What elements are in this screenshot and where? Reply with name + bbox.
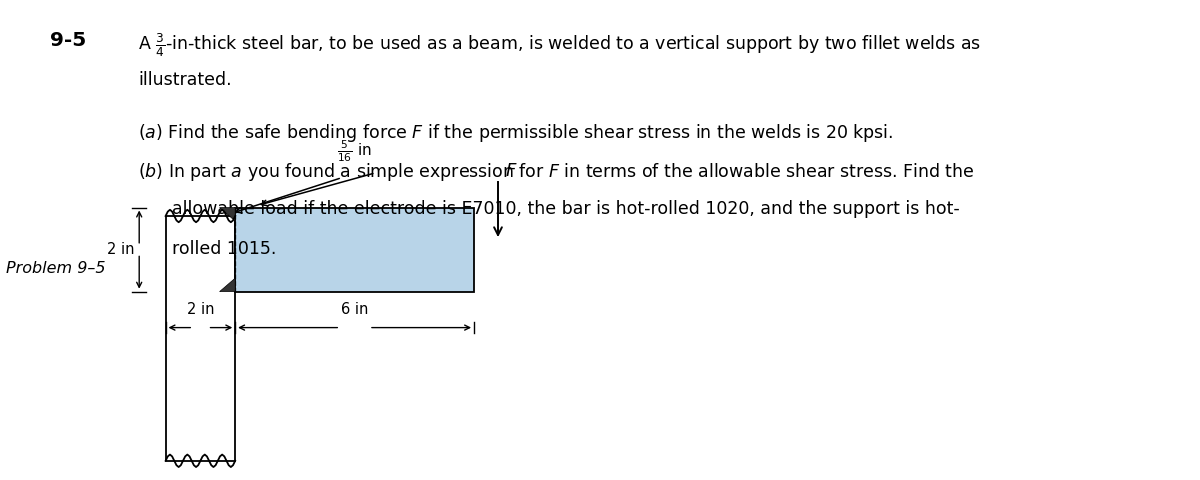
Polygon shape	[220, 208, 235, 221]
Text: 9-5: 9-5	[50, 31, 86, 50]
Text: 2 in: 2 in	[187, 302, 214, 317]
Text: illustrated.: illustrated.	[138, 71, 232, 88]
Bar	[166, 216, 235, 461]
Text: $\frac{5}{16}$ in: $\frac{5}{16}$ in	[336, 138, 372, 164]
Text: 2 in: 2 in	[107, 242, 134, 257]
Text: 6 in: 6 in	[341, 302, 368, 317]
Text: A $\frac{3}{4}$-in-thick steel bar, to be used as a beam, is welded to a vertica: A $\frac{3}{4}$-in-thick steel bar, to b…	[138, 31, 982, 59]
Text: $F$: $F$	[505, 162, 517, 180]
Polygon shape	[220, 278, 235, 292]
Text: allowable load if the electrode is E7010, the bar is hot-rolled 1020, and the su: allowable load if the electrode is E7010…	[172, 201, 959, 218]
Bar	[235, 208, 474, 292]
Text: ($a$) Find the safe bending force $F$ if the permissible shear stress in the wel: ($a$) Find the safe bending force $F$ if…	[138, 122, 893, 144]
Text: rolled 1015.: rolled 1015.	[172, 240, 276, 258]
Text: Problem 9–5: Problem 9–5	[6, 261, 106, 276]
Text: ($b$) In part $a$ you found a simple expression for $F$ in terms of the allowabl: ($b$) In part $a$ you found a simple exp…	[138, 161, 974, 183]
